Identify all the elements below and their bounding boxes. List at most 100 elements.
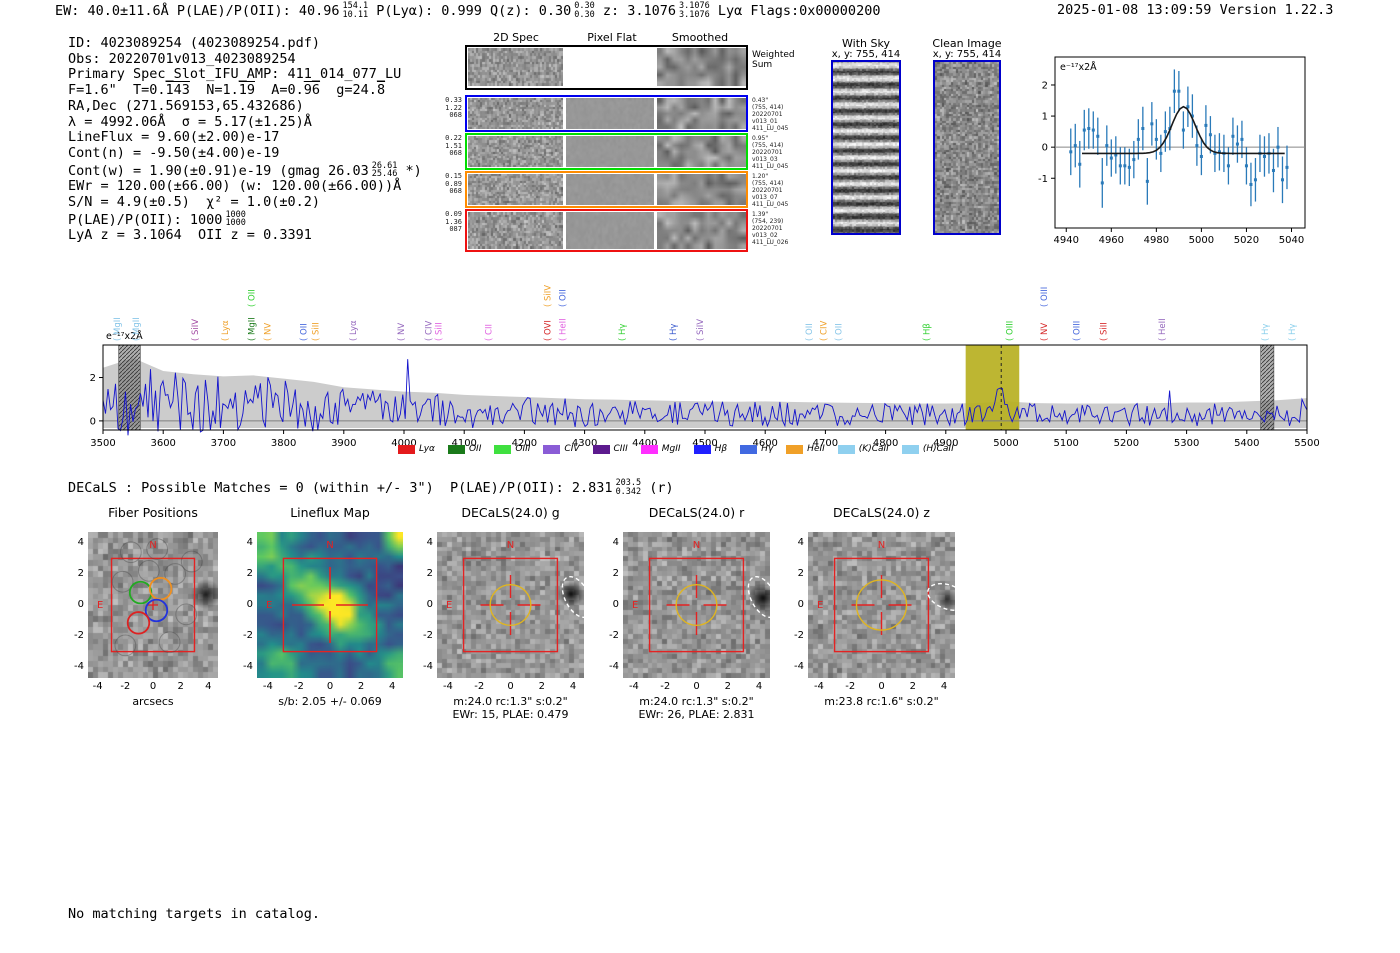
spec2d-smoothed-image [657, 98, 746, 129]
info-line: LineFlux = 9.60(±2.00)e-17 [68, 129, 422, 146]
compass-east-label: E [817, 600, 823, 611]
compass-north-label: N [878, 540, 885, 551]
emission-line-label: ( OVI [543, 320, 553, 341]
inset-x-tick-label: 4960 [1099, 235, 1124, 246]
cutout-y-tick-label: -2 [609, 630, 619, 642]
emission-line-label: ( MgII [132, 317, 142, 341]
spectrum-y-tick-label: 2 [90, 373, 96, 384]
inset-data-point [1150, 122, 1154, 126]
cutout-x-tick-label: -4 [813, 681, 824, 692]
legend-swatch [447, 444, 465, 454]
emission-line-label: ( OIII [1040, 287, 1050, 307]
legend-label: OII [468, 444, 482, 454]
cutout-y-tick-label: 4 [246, 536, 253, 548]
info-line: S/N = 4.9(±0.5) χ² = 1.0(±0.2) [68, 194, 422, 211]
legend-swatch [901, 444, 919, 454]
spectrum-x-tick-label: 4900 [933, 438, 958, 449]
inset-data-point [1271, 168, 1275, 172]
text-segment: Primary Spec_Slot_IFU_AMP: 411_014_077_L… [68, 66, 402, 83]
extraction-box [833, 557, 930, 653]
spectrum-x-tick-label: 4000 [391, 438, 416, 449]
cleanimage-image [935, 62, 999, 233]
compass-north-label: N [326, 540, 333, 551]
legend-swatch [543, 444, 561, 454]
spec2d-row [465, 209, 748, 252]
catalog-footer-note: No matching targets in catalog. Row inte… [68, 876, 320, 953]
overlined-value: 19 [238, 82, 255, 99]
text-segment: P(LAE)/P(OII): 1000 [68, 211, 223, 228]
spectrum-legend: Lyα OII OIII CIV CIII MgII Hβ Hγ HeII (K)CaII (H)C… [398, 444, 954, 454]
stacked-range-value: 0.30 0.30 [574, 1, 595, 20]
inset-data-point [1195, 144, 1199, 148]
compass-north-label: N [693, 540, 700, 551]
emission-line-label: ( HeII [558, 318, 568, 341]
cutout-y-tick-label: 2 [77, 567, 84, 579]
detection-highlight-band [965, 345, 1020, 430]
cutout-y-tick-label: -4 [794, 661, 804, 673]
cutout-overlay: NE [266, 540, 378, 653]
cutout-y-tick-label: 4 [612, 536, 619, 548]
legend-label: MgII [661, 444, 681, 454]
emission-line-label: ( NV [1040, 323, 1050, 341]
cutout-title: Fiber Positions [108, 505, 198, 520]
inset-data-point [1136, 137, 1140, 141]
cutout-x-tick-label: 0 [507, 681, 514, 692]
legend-swatch [693, 444, 711, 454]
fiber-circle-faint [175, 603, 198, 626]
cutout-x-tick-label: 2 [724, 681, 731, 692]
spectrum-x-tick-label: 5300 [1174, 438, 1199, 449]
aperture-circle [855, 579, 908, 631]
info-line: Cont(w) = 1.90(±0.91)e-19 (gmag 26.03 26.… [68, 161, 422, 180]
inset-data-point [1199, 154, 1203, 158]
cutout-x-tick-label: 2 [357, 681, 365, 692]
cutout-x-tick-label: -2 [293, 681, 304, 692]
text-segment: Cont(w) = 1.90(±0.91)e-19 (gmag 26.03 [68, 162, 369, 179]
cutout-x-tick-label: -2 [120, 681, 131, 692]
compass-east-label: E [266, 600, 272, 611]
spec2d-row [465, 171, 748, 208]
legend-item: Hγ [740, 444, 773, 454]
cutout-caption: EWr: 26, PLAE: 2.831 [638, 708, 755, 721]
spec2d-row [465, 133, 748, 170]
spectrum-x-tick-label: 4500 [692, 438, 717, 449]
emission-line-label: ( OII [248, 289, 258, 307]
spec2d-smoothed-image [657, 136, 746, 167]
inset-data-point [1100, 181, 1104, 185]
emission-line-label: ( SiIV [543, 285, 553, 307]
emission-line-label: ( OII [805, 323, 815, 341]
emission-line-label: ( CIV [425, 321, 435, 341]
text-segment: A=0. [254, 82, 304, 99]
info-line: RA,Dec (271.569153,65.432686) [68, 98, 422, 115]
inset-data-point [1186, 105, 1190, 109]
fiber-circle-faint [158, 631, 181, 654]
cutout-overlay: NE [632, 540, 770, 653]
cutout-y-tick-label: 0 [77, 599, 84, 610]
spec2d-row [465, 95, 748, 132]
cutout-x-tick-label: 0 [326, 681, 334, 692]
text-segment: DECaLS : Possible Matches = 0 (within +/… [68, 479, 613, 496]
extraction-box [648, 557, 745, 653]
spec2d-noise-image [468, 48, 563, 86]
catalog-match-line: DECaLS : Possible Matches = 0 (within +/… [68, 479, 674, 497]
text-segment: Obs: 20220701v013_4023089254 [68, 50, 296, 67]
inset-data-point [1208, 133, 1212, 137]
inset-data-point [1073, 144, 1077, 148]
inset-data-point [1123, 164, 1127, 168]
spectrum-units-label: e⁻¹⁷x2Å [106, 330, 143, 342]
inset-gaussian-fit [1082, 105, 1285, 155]
spectrum-x-tick-label: 4300 [572, 438, 597, 449]
cutout-x-tick-label: -4 [628, 681, 639, 692]
cutout-x-tick-label: -4 [262, 681, 273, 692]
cutout-caption: m:24.0 rc:1.3" s:0.2" [453, 695, 568, 708]
spectrum-x-tick-label: 5000 [993, 438, 1018, 449]
spec2d-col-title-smoothed: Smoothed [671, 31, 729, 44]
compass-north-label: N [507, 540, 514, 551]
emission-line-label: ( OII [300, 323, 310, 341]
emission-line-label: ( Hγ [669, 324, 679, 341]
legend-label: (H)CaII [922, 444, 954, 454]
emission-line-label: ( OII [835, 323, 845, 341]
inset-data-point [1190, 114, 1194, 118]
inset-data-point [1280, 178, 1284, 182]
fiber-circle-faint [111, 570, 134, 593]
fiber-circle [144, 598, 169, 623]
